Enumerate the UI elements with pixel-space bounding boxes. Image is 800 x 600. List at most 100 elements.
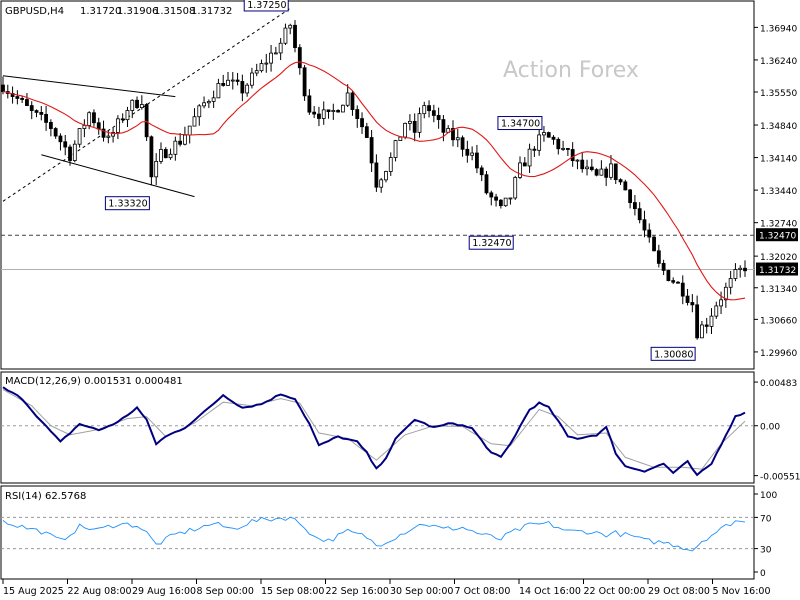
candle-body: [34, 110, 39, 113]
price-tick-label: 1.34840: [760, 122, 797, 132]
support-price-label: 1.32470: [759, 232, 796, 242]
candle-body: [307, 95, 312, 113]
candle-body: [599, 168, 604, 176]
candle-body: [685, 295, 690, 303]
candle-body: [350, 92, 355, 110]
candle-body: [695, 304, 700, 339]
candle-body: [273, 52, 278, 55]
candle-body: [484, 174, 489, 194]
macd-pane: MACD(12,26,9) 0.001531 0.000481 0.004830…: [0, 371, 800, 484]
candle-body: [53, 128, 58, 137]
candle-body: [723, 286, 728, 301]
candle-body: [594, 169, 599, 176]
candle-body: [441, 119, 446, 133]
candle-body: [661, 263, 666, 271]
candle-body: [513, 177, 518, 199]
price-tick-label: 1.36940: [760, 24, 797, 34]
candle-body: [451, 128, 455, 141]
candle-body: [676, 281, 680, 284]
candle-body: [183, 134, 187, 145]
candle-body: [230, 79, 235, 82]
candle-body: [192, 116, 197, 127]
candle-body: [216, 83, 221, 99]
current-price-box: [756, 262, 798, 276]
candle-body: [412, 120, 417, 133]
candle-body: [733, 269, 738, 279]
candle-body: [163, 149, 168, 159]
candle-body: [628, 189, 633, 203]
candle-body: [561, 148, 565, 150]
candle-body: [149, 136, 154, 178]
candle-body: [613, 163, 618, 181]
macd-signal-line: [2, 389, 746, 470]
candle-body: [618, 179, 623, 183]
candle-body: [384, 171, 388, 181]
price-tick-label: 1.33440: [760, 187, 797, 197]
candle-body: [101, 128, 106, 138]
rsi-tick-label: 70: [760, 514, 772, 524]
candle-body: [321, 109, 326, 119]
x-tick-label: 15 Aug 2025: [3, 586, 64, 597]
candle-body: [369, 137, 374, 164]
moving-average-line: [2, 61, 746, 301]
price-tick-label: 1.34140: [760, 155, 797, 165]
candle-body: [551, 136, 556, 140]
candle-body: [130, 99, 135, 111]
price-pane: Action Forex GBPUSD,H4 1.31720 1.31906 1…: [0, 0, 798, 370]
macd-tick-label: 0.00: [760, 423, 780, 433]
candle-body: [738, 267, 743, 270]
candle-body: [317, 113, 321, 119]
price-annotation-box: [650, 346, 696, 361]
candle-body: [63, 141, 68, 148]
price-annotation-label: 1.34700: [501, 119, 540, 130]
x-tick-label: 8 Sep 00:00: [197, 586, 254, 597]
candle-body: [637, 208, 642, 221]
candle-body: [206, 101, 211, 104]
candle-body: [115, 118, 120, 133]
candle-body: [475, 152, 479, 169]
candle-body: [522, 162, 527, 167]
candle-body: [87, 112, 92, 126]
candle-body: [431, 110, 436, 116]
candle-body: [656, 250, 661, 264]
candle-body: [120, 118, 125, 121]
candle-body: [403, 122, 408, 138]
candle-body: [331, 110, 336, 113]
candle-body: [259, 63, 264, 72]
price-tick-label: 1.31340: [760, 285, 797, 295]
price-layer: 1.29960 1.30660 1.31340 1.32020 1.32740 1.334…: [1, 0, 798, 361]
candle-body: [336, 110, 340, 113]
x-tick-label: 14 Oct 16:00: [519, 586, 581, 597]
price-tick-label: 1.29960: [760, 349, 797, 359]
candle-body: [92, 112, 96, 124]
open-value: 1.31720: [80, 6, 121, 17]
trendline: [41, 154, 195, 198]
candle-body: [302, 67, 307, 97]
symbol-label: GBPUSD,H4: [5, 6, 64, 17]
candle-body: [589, 166, 594, 171]
candle-body: [570, 149, 575, 162]
macd-tick-label: 0.00483: [760, 379, 797, 389]
candle-body: [77, 128, 82, 145]
candle-body: [542, 132, 546, 136]
price-tick-label: 1.32020: [760, 253, 797, 263]
candle-body: [632, 202, 637, 210]
candle-body: [82, 125, 87, 129]
x-tick-label: 22 Aug 08:00: [68, 586, 132, 597]
candle-body: [700, 324, 704, 339]
macd-pane-frame: [0, 371, 755, 484]
candle-body: [714, 305, 719, 317]
candle-body: [197, 105, 202, 118]
rsi-layer: 100 70 30 0: [1, 491, 777, 579]
candle-body: [240, 81, 245, 94]
candle-body: [709, 315, 714, 327]
candle-body: [312, 111, 317, 115]
candle-body: [580, 159, 585, 170]
watermark: Action Forex: [503, 58, 639, 83]
candle-body: [556, 138, 561, 150]
x-tick-label: 7 Oct 08:00: [455, 586, 511, 597]
candle-body: [379, 179, 384, 188]
candle-body: [518, 162, 522, 178]
candle-body: [235, 79, 240, 82]
